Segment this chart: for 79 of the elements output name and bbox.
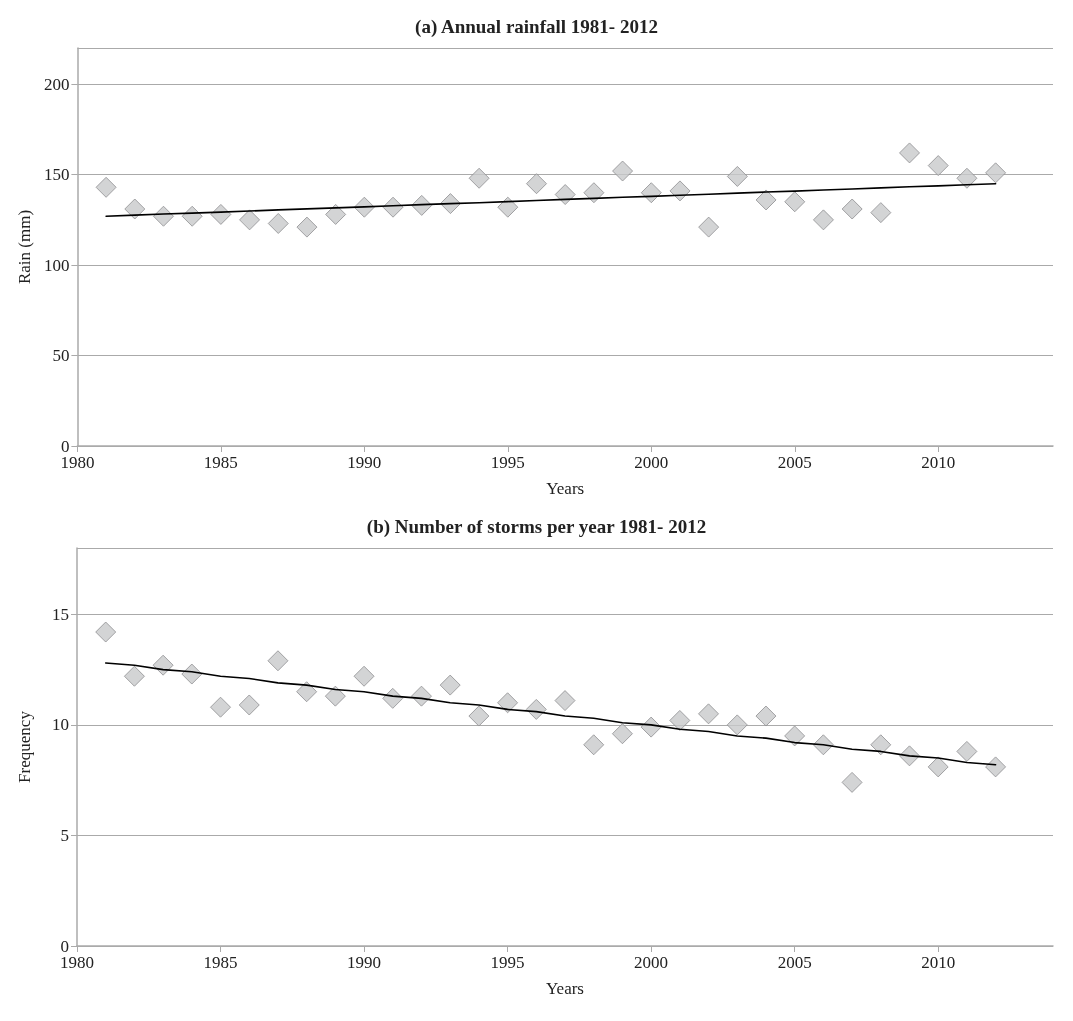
point — [841, 198, 863, 220]
point — [554, 184, 576, 206]
point — [841, 771, 863, 793]
chart-title: (b) Number of storms per year 1981- 2012 — [366, 516, 707, 538]
point — [210, 696, 232, 718]
point — [95, 176, 117, 198]
x-tick-label: 1985 — [203, 453, 238, 472]
x-tick-label: 1985 — [203, 953, 238, 972]
y-tick-label: 0 — [60, 936, 69, 956]
y-tick-label: 200 — [43, 74, 70, 94]
point — [784, 191, 806, 213]
y-axis-title: Rain (mm) — [15, 209, 34, 285]
point — [468, 167, 490, 189]
point — [611, 723, 633, 745]
y-tick-label: 10 — [52, 715, 69, 735]
x-axis-title: Years — [546, 979, 584, 998]
point — [927, 756, 949, 778]
point — [784, 725, 806, 747]
point — [726, 165, 748, 187]
point — [899, 142, 921, 164]
point — [353, 665, 375, 687]
point — [669, 709, 691, 731]
point — [698, 703, 720, 725]
chart-title: (a) Annual rainfall 1981- 2012 — [415, 16, 658, 38]
y-tick-label: 100 — [43, 255, 70, 275]
x-tick-label: 2005 — [777, 953, 812, 972]
y-tick-label: 150 — [43, 165, 70, 185]
point — [497, 692, 519, 714]
x-tick-label: 1980 — [60, 953, 94, 972]
point — [812, 209, 834, 231]
y-tick-label: 15 — [52, 604, 69, 624]
point — [755, 705, 777, 727]
point — [526, 173, 548, 195]
point — [985, 162, 1007, 184]
point — [640, 182, 662, 204]
point — [755, 189, 777, 211]
point — [612, 160, 634, 182]
point — [497, 196, 519, 218]
point — [956, 740, 978, 762]
point — [927, 155, 949, 177]
point — [325, 203, 347, 225]
point — [554, 690, 576, 712]
point — [152, 654, 174, 676]
x-tick-label: 2000 — [634, 953, 669, 972]
point — [124, 198, 146, 220]
point — [870, 202, 892, 224]
x-tick-label: 1990 — [347, 953, 382, 972]
y-tick-label: 5 — [60, 825, 69, 845]
point — [583, 182, 605, 204]
point — [583, 734, 605, 756]
point — [239, 209, 261, 231]
x-tick-label: 1995 — [490, 953, 525, 972]
x-tick-label: 2010 — [921, 953, 956, 972]
x-tick-label: 1980 — [60, 453, 95, 472]
point — [267, 212, 289, 234]
point — [726, 714, 748, 736]
point — [267, 650, 289, 672]
y-axis-title: Frequency — [15, 710, 34, 783]
point — [238, 694, 260, 716]
point — [956, 167, 978, 189]
point — [669, 180, 691, 202]
point — [468, 705, 490, 727]
point — [985, 756, 1007, 778]
x-tick-label: 1990 — [347, 453, 382, 472]
y-tick-label: 50 — [52, 346, 70, 366]
point — [324, 685, 346, 707]
point — [439, 674, 461, 696]
point — [870, 734, 892, 756]
x-axis-title: Years — [546, 479, 585, 498]
point — [95, 621, 117, 643]
point — [296, 216, 318, 238]
point — [123, 665, 145, 687]
x-tick-label: 2000 — [634, 453, 669, 472]
x-tick-label: 1995 — [490, 453, 525, 472]
y-tick-label: 0 — [60, 436, 70, 456]
x-tick-label: 2010 — [921, 453, 956, 472]
point — [296, 681, 318, 703]
x-tick-label: 2005 — [777, 453, 812, 472]
point — [698, 216, 720, 238]
